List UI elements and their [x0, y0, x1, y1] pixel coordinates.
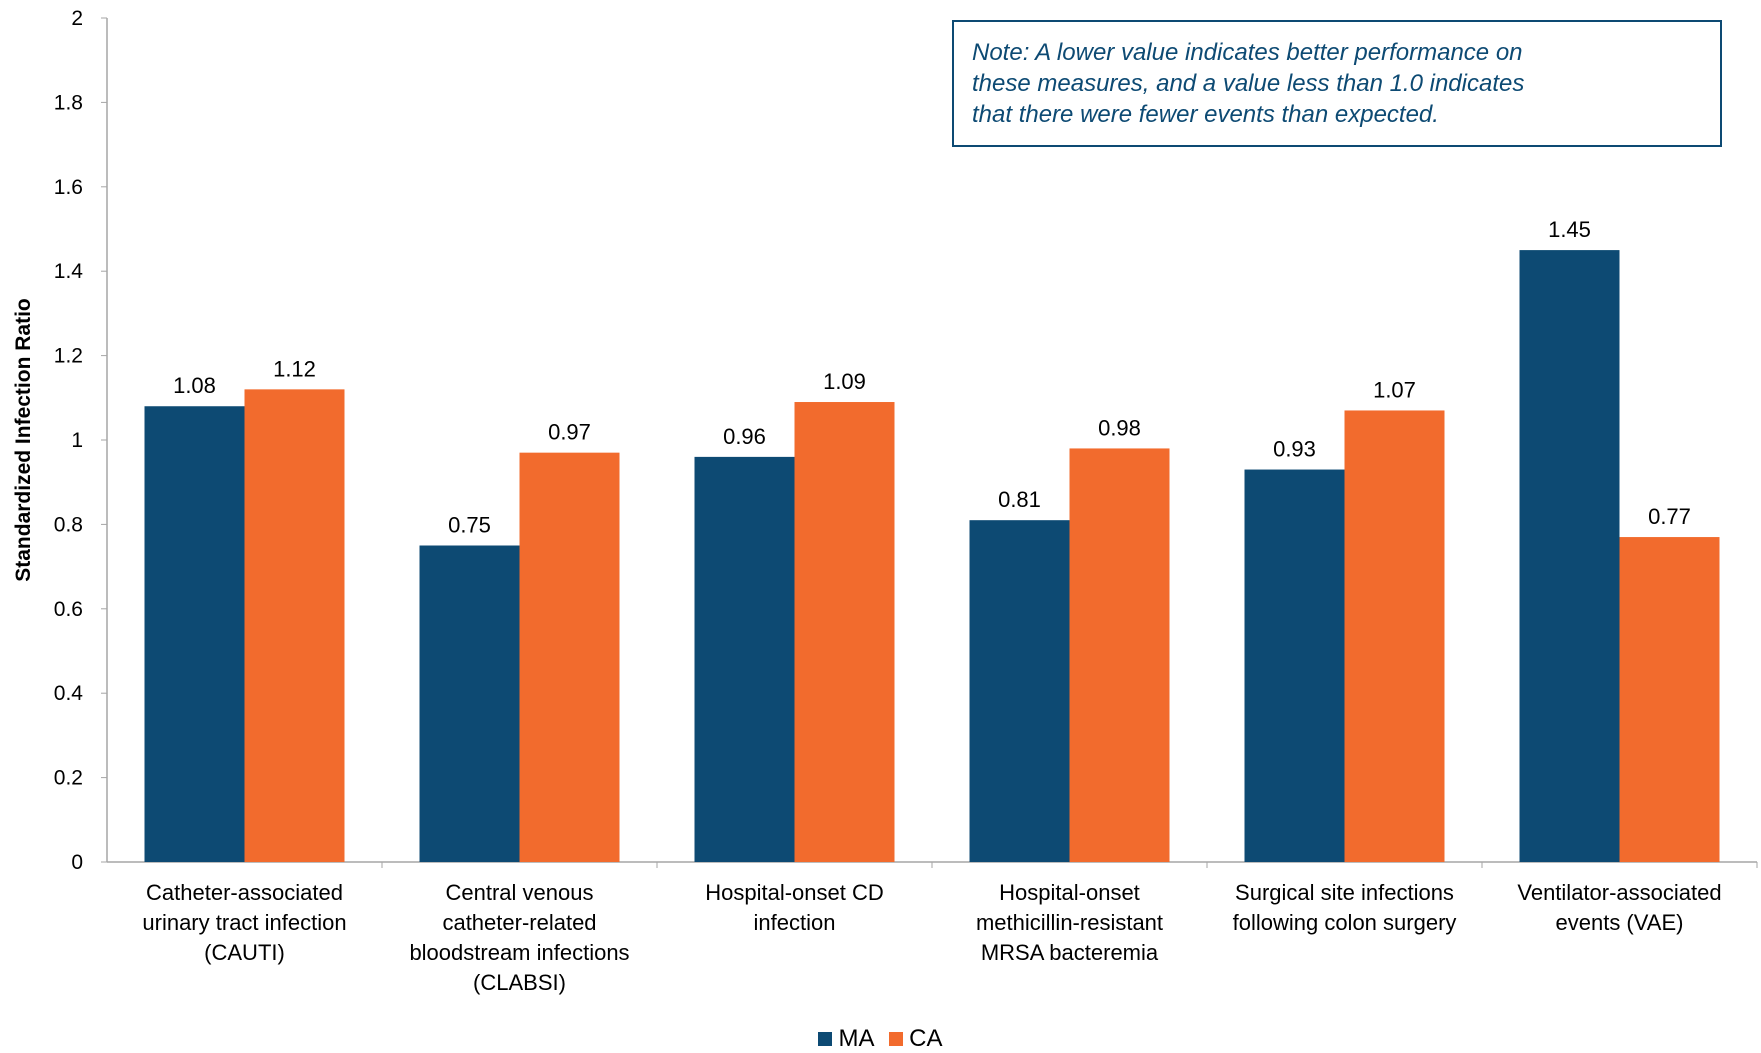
data-label-ma: 0.96	[723, 424, 766, 449]
bar-ma	[694, 456, 795, 862]
legend: MA CA	[0, 1025, 1761, 1053]
data-label-ma: 0.93	[1273, 437, 1316, 462]
y-tick-label: 0.2	[54, 767, 83, 790]
y-tick-label: 1.4	[54, 260, 84, 283]
bar-ca	[794, 402, 895, 862]
note-line-1: Note: A lower value indicates better per…	[972, 39, 1523, 66]
bar-ma	[1519, 250, 1620, 863]
legend-label-ca: CA	[909, 1025, 943, 1052]
y-tick-label: 0	[71, 851, 83, 874]
y-tick-label: 1.8	[54, 91, 83, 114]
bar-ma	[969, 520, 1070, 862]
bar-ma	[419, 545, 520, 862]
data-label-ca: 0.98	[1098, 415, 1141, 440]
x-category-label: Hospital-onset	[999, 880, 1140, 905]
legend-item-ma: MA	[818, 1025, 874, 1053]
note-line-3: that there were fewer events than expect…	[972, 101, 1439, 128]
data-label-ma: 1.08	[173, 373, 216, 398]
x-category-label: Catheter-associated	[146, 880, 343, 905]
x-category-label: Ventilator-associated	[1517, 880, 1721, 905]
data-label-ca: 1.09	[823, 369, 866, 394]
bar-ca	[1069, 448, 1170, 862]
y-tick-label: 0.8	[54, 513, 83, 536]
data-label-ma: 0.81	[998, 487, 1041, 512]
data-label-ca: 1.12	[273, 356, 316, 381]
x-category-label: Surgical site infections	[1235, 880, 1454, 905]
x-category-label: following colon surgery	[1233, 910, 1457, 935]
y-tick-label: 2	[71, 7, 83, 30]
data-label-ma: 1.45	[1548, 217, 1591, 242]
data-label-ca: 1.07	[1373, 377, 1416, 402]
y-tick-label: 1.6	[54, 176, 83, 199]
bar-ca	[519, 452, 620, 862]
legend-swatch-ca	[889, 1032, 904, 1046]
legend-item-ca: CA	[889, 1025, 943, 1053]
bar-ca	[1619, 537, 1720, 862]
bar-ma	[144, 406, 245, 862]
bar-ca	[244, 389, 345, 862]
x-category-label: bloodstream infections	[409, 940, 629, 965]
y-tick-label: 0.6	[54, 598, 83, 621]
y-tick-label: 1	[71, 429, 83, 452]
x-category-label: infection	[754, 910, 836, 935]
note-line-2: these measures, and a value less than 1.…	[972, 70, 1525, 97]
x-category-label: methicillin-resistant	[976, 910, 1163, 935]
note-box: Note: A lower value indicates better per…	[952, 20, 1722, 147]
x-category-label: Central venous	[446, 880, 594, 905]
x-category-label: Hospital-onset CD	[705, 880, 884, 905]
x-category-label: events (VAE)	[1556, 910, 1684, 935]
x-category-label: (CLABSI)	[473, 970, 566, 995]
bar-ca	[1344, 410, 1445, 862]
legend-label-ma: MA	[838, 1025, 875, 1052]
data-label-ma: 0.75	[448, 513, 491, 538]
x-category-label: urinary tract infection	[142, 910, 346, 935]
data-label-ca: 0.97	[548, 420, 591, 445]
y-tick-label: 0.4	[54, 682, 84, 705]
y-axis-title: Standardized Infection Ratio	[12, 298, 35, 582]
x-category-label: catheter-related	[442, 910, 596, 935]
bar-ma	[1244, 469, 1345, 862]
data-label-ca: 0.77	[1648, 504, 1691, 529]
x-category-label: MRSA bacteremia	[981, 940, 1159, 965]
y-tick-label: 1.2	[54, 345, 83, 368]
legend-swatch-ma	[818, 1032, 833, 1046]
x-category-label: (CAUTI)	[204, 940, 285, 965]
